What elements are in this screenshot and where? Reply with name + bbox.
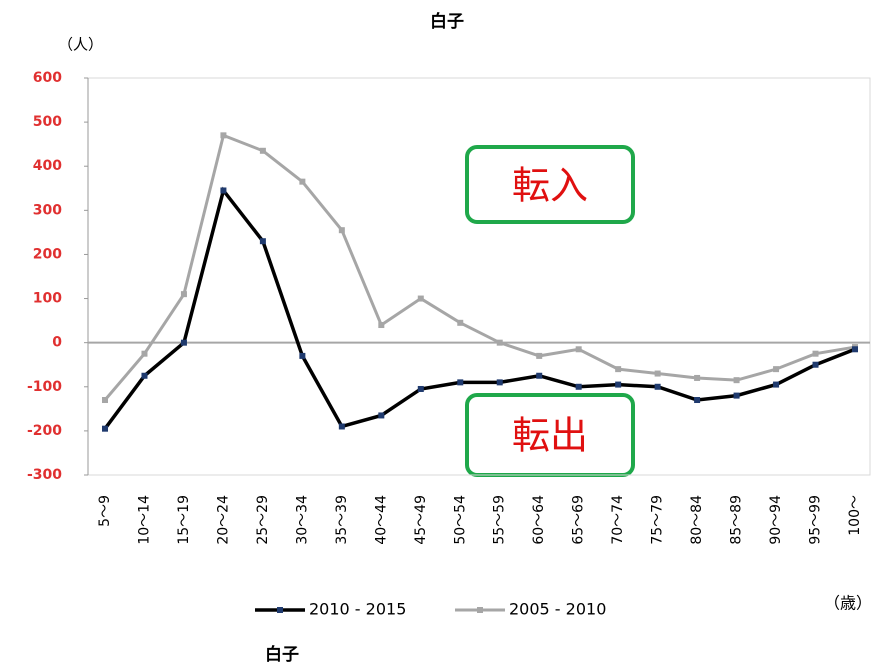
x-tick-label: 65～69 bbox=[571, 495, 587, 545]
point bbox=[141, 350, 148, 357]
plot-frame bbox=[87, 77, 871, 476]
x-tick-label: 60～64 bbox=[531, 495, 547, 545]
point bbox=[417, 385, 424, 392]
x-tick-label: 50～54 bbox=[452, 495, 468, 545]
chart-title: 白子 bbox=[430, 11, 464, 32]
y-tick-label: 500 bbox=[33, 114, 62, 130]
footer: 白子 bbox=[265, 644, 299, 665]
point bbox=[141, 372, 148, 379]
point bbox=[615, 366, 622, 373]
y-tick-label: 0 bbox=[52, 335, 62, 351]
x-tick-label: 15～19 bbox=[176, 495, 192, 545]
point bbox=[299, 178, 306, 185]
annotation: 転出 bbox=[512, 414, 588, 458]
y-tick-label: 200 bbox=[33, 246, 62, 262]
x-tick-label: 10～14 bbox=[136, 495, 152, 545]
y-unit: （人） bbox=[58, 36, 103, 54]
point bbox=[378, 322, 385, 329]
point bbox=[338, 227, 345, 234]
point bbox=[654, 383, 661, 390]
point bbox=[812, 361, 819, 368]
point bbox=[338, 423, 345, 430]
x-tick-label: 75～79 bbox=[650, 495, 666, 545]
point bbox=[457, 319, 464, 326]
x-tick-label: 80～84 bbox=[689, 495, 705, 545]
point bbox=[694, 397, 701, 404]
point bbox=[457, 379, 464, 386]
legend-label: 2010 - 2015 bbox=[309, 600, 406, 619]
x-tick-label: 30～34 bbox=[294, 495, 310, 545]
point bbox=[694, 374, 701, 381]
point bbox=[773, 366, 780, 373]
x-tick-label: 70～74 bbox=[610, 495, 626, 545]
series-line bbox=[103, 133, 856, 401]
y-tick-label: 300 bbox=[33, 202, 62, 218]
x-tick-label: 90～94 bbox=[768, 495, 784, 545]
x-tick-label: 100～ bbox=[847, 495, 863, 536]
point bbox=[102, 425, 108, 432]
point bbox=[654, 370, 661, 377]
x-tick-label: 85～89 bbox=[729, 495, 745, 545]
legend-label: 2005 - 2010 bbox=[509, 600, 606, 619]
y-tick-label: -100 bbox=[27, 379, 62, 395]
x-tick-label: 55～59 bbox=[492, 495, 508, 545]
point bbox=[220, 132, 227, 139]
point bbox=[575, 383, 582, 390]
point bbox=[417, 295, 424, 302]
y-tick-label: -300 bbox=[27, 467, 62, 483]
legend-marker bbox=[277, 607, 283, 613]
point bbox=[773, 381, 780, 388]
point bbox=[536, 372, 543, 379]
y-tick-label: 100 bbox=[33, 291, 62, 307]
point bbox=[496, 379, 503, 386]
point bbox=[378, 412, 385, 419]
point bbox=[733, 392, 740, 399]
annotation: 転入 bbox=[512, 164, 588, 208]
point bbox=[496, 339, 503, 346]
point bbox=[812, 350, 819, 357]
point bbox=[852, 346, 858, 353]
point bbox=[180, 339, 187, 346]
x-tick-label: 25～29 bbox=[255, 495, 271, 545]
x-tick-label: 45～49 bbox=[413, 495, 429, 545]
x-tick-label: 35～39 bbox=[334, 495, 350, 545]
point bbox=[180, 291, 187, 298]
point bbox=[733, 377, 740, 384]
x-tick-label: 95～99 bbox=[808, 495, 824, 545]
legend-marker bbox=[477, 607, 483, 613]
point bbox=[299, 352, 306, 359]
point bbox=[259, 238, 266, 245]
point bbox=[615, 381, 622, 388]
point bbox=[102, 397, 108, 404]
x-tick-label: 20～24 bbox=[215, 495, 231, 545]
series-line bbox=[103, 186, 856, 430]
point bbox=[536, 352, 543, 359]
y-tick-label: 600 bbox=[33, 70, 62, 86]
point bbox=[220, 187, 227, 194]
annotation-box bbox=[465, 145, 635, 224]
point bbox=[575, 346, 582, 353]
x-unit: （歳） bbox=[824, 594, 872, 613]
y-tick-label: -200 bbox=[27, 423, 62, 439]
x-tick-label: 40～44 bbox=[373, 495, 389, 545]
x-tick-label: 5～9 bbox=[97, 495, 113, 527]
y-tick-label: 400 bbox=[33, 158, 62, 174]
point bbox=[259, 147, 266, 154]
